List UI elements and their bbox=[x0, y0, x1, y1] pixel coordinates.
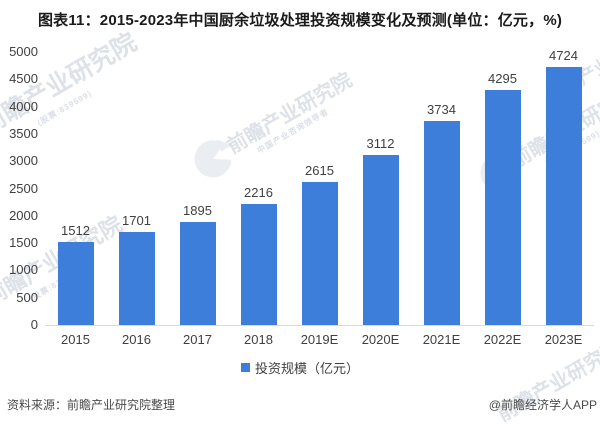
y-tick-label: 4500 bbox=[9, 71, 38, 87]
y-tick-label: 0 bbox=[30, 317, 38, 332]
legend: 投资规模（亿元） bbox=[0, 358, 600, 377]
chart-title: 图表11：2015-2023年中国厨余垃圾处理投资规模变化及预测(单位：亿元，%… bbox=[37, 12, 563, 29]
bar-value-label: 3112 bbox=[366, 136, 395, 152]
y-tick-label: 500 bbox=[16, 289, 38, 305]
bar-value-label: 3734 bbox=[427, 102, 456, 118]
x-tick-label: 2021E bbox=[422, 332, 461, 347]
bar bbox=[423, 121, 460, 325]
y-tick-label: 2500 bbox=[9, 180, 38, 196]
bar bbox=[57, 242, 94, 325]
y-tick-label: 5000 bbox=[9, 44, 38, 59]
credit-text: @前瞻经济学人APP bbox=[488, 398, 597, 412]
x-tick-label: 2020E bbox=[361, 332, 400, 347]
x-tick-label: 2023E bbox=[544, 332, 583, 347]
bar-value-label: 4295 bbox=[488, 71, 517, 87]
y-tick-label: 1000 bbox=[9, 262, 38, 278]
x-tick-label: 2017 bbox=[183, 332, 212, 347]
legend-label: 投资规模（亿元） bbox=[254, 361, 359, 376]
bar bbox=[545, 67, 582, 325]
bar bbox=[118, 232, 155, 325]
bar bbox=[179, 221, 216, 325]
x-tick-label: 2019E bbox=[300, 332, 339, 347]
x-tick-label: 2022E bbox=[483, 332, 522, 347]
bar-value-label: 4724 bbox=[549, 48, 578, 64]
bar bbox=[362, 155, 399, 325]
y-tick-label: 3500 bbox=[9, 125, 38, 141]
bar bbox=[484, 90, 521, 325]
bar-value-label: 2615 bbox=[305, 163, 334, 179]
bar-value-label: 1701 bbox=[122, 213, 151, 229]
source-text: 资料来源：前瞻产业研究院整理 bbox=[7, 398, 176, 412]
bar-value-label: 2216 bbox=[244, 185, 273, 200]
bar-value-label: 1895 bbox=[183, 202, 212, 218]
legend-marker-icon bbox=[240, 363, 250, 372]
bar bbox=[240, 204, 277, 325]
y-tick-label: 2000 bbox=[9, 207, 38, 223]
bar bbox=[301, 182, 338, 325]
bar-value-label: 1512 bbox=[61, 223, 90, 239]
x-tick-label: 2018 bbox=[244, 332, 273, 347]
y-tick-label: 4000 bbox=[9, 98, 38, 114]
x-tick-label: 2016 bbox=[122, 332, 151, 347]
y-tick-label: 3000 bbox=[9, 153, 38, 169]
x-axis-line bbox=[45, 325, 594, 326]
y-tick-label: 1500 bbox=[9, 235, 38, 251]
x-tick-label: 2015 bbox=[61, 332, 90, 347]
